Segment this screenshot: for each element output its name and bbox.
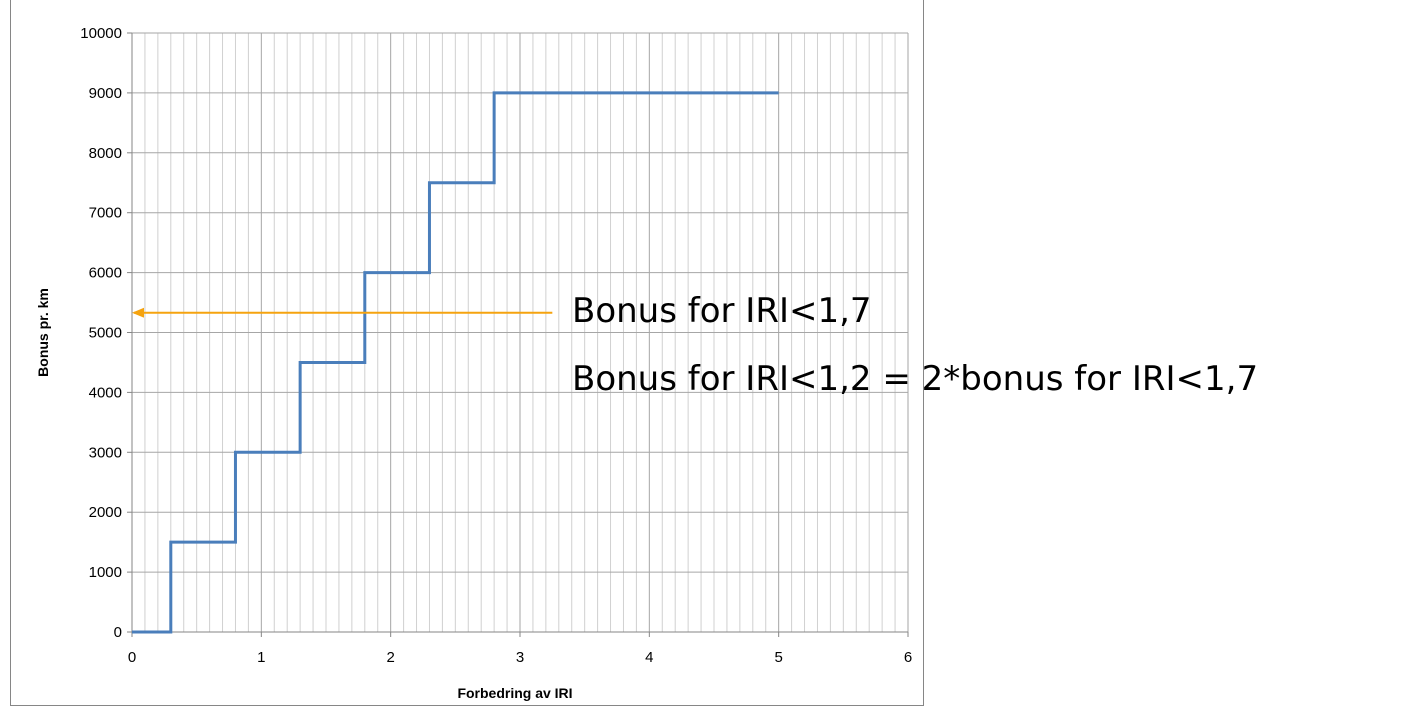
y-tick-label: 5000: [89, 325, 122, 342]
y-tick-label: 2000: [89, 504, 122, 521]
y-tick-label: 10000: [80, 25, 122, 42]
series-line: [132, 91, 779, 634]
chart-frame: [10, 0, 924, 706]
y-axis-label: Bonus pr. km: [35, 288, 51, 377]
y-tick-label: 9000: [89, 85, 122, 102]
annotation-bonus-12: Bonus for IRI<1,2 = 2*bonus for IRI<1,7: [572, 359, 1259, 399]
x-tick-label: 6: [904, 649, 912, 666]
y-tick-label: 0: [114, 624, 122, 641]
y-tick-label: 7000: [89, 205, 122, 222]
x-tick-label: 4: [645, 649, 653, 666]
y-tick-label: 3000: [89, 444, 122, 461]
x-axis-label: Forbedring av IRI: [457, 685, 572, 701]
annotation-bonus-17: Bonus for IRI<1,7: [572, 291, 872, 331]
x-tick-label: 1: [257, 649, 265, 666]
y-tick-label: 8000: [89, 145, 122, 162]
y-tick-label: 6000: [89, 265, 122, 282]
y-tick-label: 1000: [89, 564, 122, 581]
y-tick-label: 4000: [89, 384, 122, 401]
x-tick-label: 0: [128, 649, 136, 666]
x-tick-label: 3: [516, 649, 524, 666]
x-tick-label: 2: [386, 649, 394, 666]
x-tick-label: 5: [774, 649, 782, 666]
